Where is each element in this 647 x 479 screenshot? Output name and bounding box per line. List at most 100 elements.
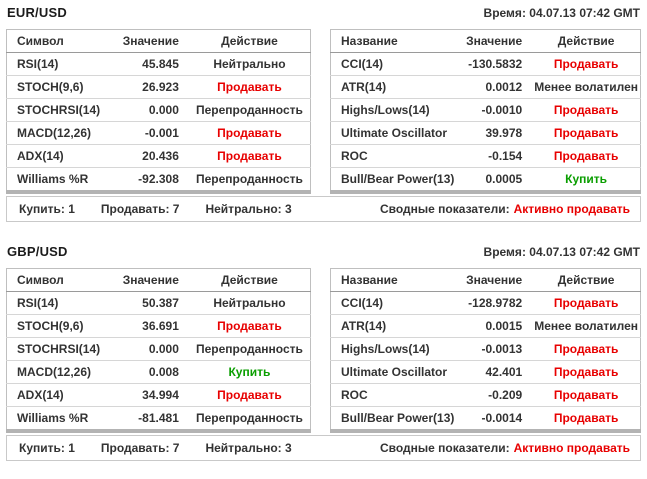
indicator-value: 39.978 xyxy=(464,121,533,145)
indicator-row: CCI(14) -130.5832 Продавать xyxy=(330,52,641,76)
indicator-row: Ultimate Oscillator 39.978 Продавать xyxy=(330,121,641,145)
indicator-name: Williams %R xyxy=(6,167,104,192)
summary-label: Сводные показатели: xyxy=(379,441,510,455)
indicator-name: Ultimate Oscillator xyxy=(330,121,465,145)
indicator-row: ROC -0.209 Продавать xyxy=(330,383,641,407)
indicator-name: CCI(14) xyxy=(330,52,465,76)
indicator-action: Перепроданность xyxy=(188,406,311,431)
indicator-name: MACD(12,26) xyxy=(6,121,104,145)
indicator-row: MACD(12,26) -0.001 Продавать xyxy=(6,121,311,145)
indicator-row: ATR(14) 0.0012 Менее волатилен xyxy=(330,75,641,99)
indicator-row: RSI(14) 50.387 Нейтрально xyxy=(6,291,311,315)
indicator-value: -92.308 xyxy=(103,167,189,192)
indicator-action: Продавать xyxy=(188,144,311,168)
indicator-row: ADX(14) 20.436 Продавать xyxy=(6,144,311,168)
indicator-value: 0.008 xyxy=(103,360,189,384)
indicator-value: 36.691 xyxy=(103,314,189,338)
indicator-name: ATR(14) xyxy=(330,314,465,338)
indicator-action: Перепроданность xyxy=(188,98,311,122)
table-header-row: Символ Значение Действие xyxy=(6,268,311,292)
indicator-name: STOCHRSI(14) xyxy=(6,98,104,122)
indicator-action: Продавать xyxy=(532,291,641,315)
sell-count: Продавать: 7 xyxy=(100,202,180,216)
column-header-value: Значение xyxy=(464,29,533,53)
indicator-value: 0.0005 xyxy=(464,167,533,192)
indicator-name: CCI(14) xyxy=(330,291,465,315)
table-header-row: Название Значение Действие xyxy=(330,268,641,292)
indicator-action: Продавать xyxy=(532,406,641,431)
signal-counts: Купить: 1 Продавать: 7 Нейтрально: 3 xyxy=(19,202,292,216)
indicator-row: STOCHRSI(14) 0.000 Перепроданность xyxy=(6,337,311,361)
indicator-row: CCI(14) -128.9782 Продавать xyxy=(330,291,641,315)
indicator-value: -0.0010 xyxy=(464,98,533,122)
indicator-name: Ultimate Oscillator xyxy=(330,360,465,384)
column-header-name: Название xyxy=(330,268,465,292)
indicator-name: Bull/Bear Power(13) xyxy=(330,167,465,192)
indicator-name: Highs/Lows(14) xyxy=(330,337,465,361)
indicator-name: ATR(14) xyxy=(330,75,465,99)
summary-label: Сводные показатели: xyxy=(379,202,510,216)
indicator-name: Bull/Bear Power(13) xyxy=(330,406,465,431)
indicator-value: -0.154 xyxy=(464,144,533,168)
indicator-name: RSI(14) xyxy=(6,52,104,76)
signal-counts: Купить: 1 Продавать: 7 Нейтрально: 3 xyxy=(19,441,292,455)
tables-row: Символ Значение Действие RSI(14) 50.387 Не… xyxy=(6,268,641,433)
table-header-row: Символ Значение Действие xyxy=(6,29,311,53)
indicator-action: Продавать xyxy=(188,75,311,99)
column-header-action: Действие xyxy=(532,268,641,292)
indicator-action: Продавать xyxy=(532,360,641,384)
indicator-action: Продавать xyxy=(532,337,641,361)
timestamp: Время: 04.07.13 07:42 GMT xyxy=(483,6,640,20)
indicator-value: -0.0013 xyxy=(464,337,533,361)
indicator-row: Ultimate Oscillator 42.401 Продавать xyxy=(330,360,641,384)
neutral-count: Нейтрально: 3 xyxy=(205,441,292,455)
indicator-value: 34.994 xyxy=(103,383,189,407)
indicator-value: 0.0015 xyxy=(464,314,533,338)
indicator-value: -128.9782 xyxy=(464,291,533,315)
column-header-symbol: Символ xyxy=(6,268,104,292)
indicator-row: Williams %R -81.481 Перепроданность xyxy=(6,406,311,431)
panel-gbpusd: GBP/USD Время: 04.07.13 07:42 GMT Символ… xyxy=(6,244,641,461)
overall-summary: Сводные показатели: Активно продавать xyxy=(380,202,630,216)
indicator-action: Купить xyxy=(188,360,311,384)
indicator-name: STOCH(9,6) xyxy=(6,314,104,338)
indicator-action: Нейтрально xyxy=(188,52,311,76)
summary-value: Активно продавать xyxy=(513,441,630,455)
indicator-value: -81.481 xyxy=(103,406,189,431)
indicator-action: Купить xyxy=(532,167,641,192)
indicator-row: ATR(14) 0.0015 Менее волатилен xyxy=(330,314,641,338)
indicator-name: STOCH(9,6) xyxy=(6,75,104,99)
summary-bar: Купить: 1 Продавать: 7 Нейтрально: 3 Сво… xyxy=(6,196,641,222)
neutral-count: Нейтрально: 3 xyxy=(205,202,292,216)
column-header-action: Действие xyxy=(188,268,311,292)
indicators-table-right: Название Значение Действие CCI(14) -130.5… xyxy=(330,29,641,194)
summary-value: Активно продавать xyxy=(513,202,630,216)
indicators-table-left: Символ Значение Действие RSI(14) 50.387 Не… xyxy=(6,268,311,433)
column-header-symbol: Символ xyxy=(6,29,104,53)
indicator-action: Перепроданность xyxy=(188,337,311,361)
indicator-action: Менее волатилен xyxy=(532,75,641,99)
indicator-row: Highs/Lows(14) -0.0013 Продавать xyxy=(330,337,641,361)
indicator-value: 26.923 xyxy=(103,75,189,99)
indicator-row: STOCH(9,6) 26.923 Продавать xyxy=(6,75,311,99)
indicator-action: Продавать xyxy=(188,383,311,407)
indicator-value: -0.0014 xyxy=(464,406,533,431)
indicator-row: STOCHRSI(14) 0.000 Перепроданность xyxy=(6,98,311,122)
indicator-name: ROC xyxy=(330,144,465,168)
indicator-name: ADX(14) xyxy=(6,383,104,407)
pair-title: EUR/USD xyxy=(7,5,67,20)
indicator-name: ROC xyxy=(330,383,465,407)
column-header-value: Значение xyxy=(464,268,533,292)
tables-row: Символ Значение Действие RSI(14) 45.845 Не… xyxy=(6,29,641,194)
indicator-row: ROC -0.154 Продавать xyxy=(330,144,641,168)
indicator-value: -0.209 xyxy=(464,383,533,407)
indicator-name: Williams %R xyxy=(6,406,104,431)
column-header-action: Действие xyxy=(188,29,311,53)
indicator-row: MACD(12,26) 0.008 Купить xyxy=(6,360,311,384)
buy-count: Купить: 1 xyxy=(19,441,75,455)
summary-bar: Купить: 1 Продавать: 7 Нейтрально: 3 Сво… xyxy=(6,435,641,461)
indicator-action: Продавать xyxy=(188,314,311,338)
column-header-value: Значение xyxy=(103,29,189,53)
indicator-row: RSI(14) 45.845 Нейтрально xyxy=(6,52,311,76)
indicator-name: ADX(14) xyxy=(6,144,104,168)
